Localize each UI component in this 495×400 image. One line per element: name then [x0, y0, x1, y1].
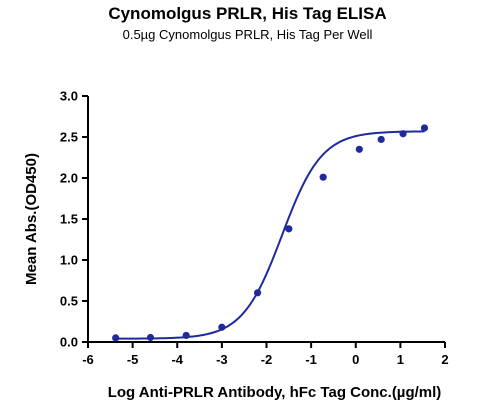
x-tick-label: -4	[171, 352, 183, 367]
y-tick-label: 2.5	[60, 130, 78, 145]
x-tick-label: -3	[216, 352, 228, 367]
fit-curve	[115, 130, 425, 340]
x-axis-label: Log Anti-PRLR Antibody, hFc Tag Conc.(µg…	[108, 384, 442, 400]
y-axis-label: Mean Abs.(OD450)	[23, 153, 40, 285]
data-point	[112, 334, 120, 342]
x-tick-label: -6	[82, 352, 94, 367]
data-point	[146, 333, 155, 342]
chart-subtitle: 0.5µg Cynomolgus PRLR, His Tag Per Well	[122, 27, 373, 42]
data-point	[285, 225, 293, 233]
x-tick-label: -5	[127, 352, 139, 367]
y-tick-label: 0.5	[60, 294, 78, 309]
data-point	[355, 145, 363, 153]
y-tick-label: 1.5	[60, 212, 78, 227]
y-tick-label: 1.0	[60, 253, 78, 268]
chart-title: Cynomolgus PRLR, His Tag ELISA	[108, 4, 387, 23]
data-point	[182, 331, 190, 340]
data-point	[377, 135, 385, 144]
y-tick-label: 0.0	[60, 335, 78, 350]
x-tick-label: -1	[305, 352, 317, 367]
data-point	[399, 130, 407, 138]
y-tick-label: 2.0	[60, 171, 78, 186]
data-points	[112, 124, 429, 342]
y-ticks: 0.0 0.5 1.0 1.5 2.0 2.5 3.0	[60, 89, 88, 350]
x-ticks: -6 -5 -4 -3 -2 -1 0 1 2	[82, 342, 449, 367]
x-tick-label: 0	[352, 352, 359, 367]
data-point	[253, 289, 262, 297]
data-point	[218, 323, 226, 331]
x-tick-label: -2	[261, 352, 273, 367]
x-tick-label: 2	[441, 352, 448, 367]
x-tick-label: 1	[397, 352, 404, 367]
data-point	[420, 124, 429, 132]
y-tick-label: 3.0	[60, 89, 78, 104]
data-point	[319, 173, 327, 181]
